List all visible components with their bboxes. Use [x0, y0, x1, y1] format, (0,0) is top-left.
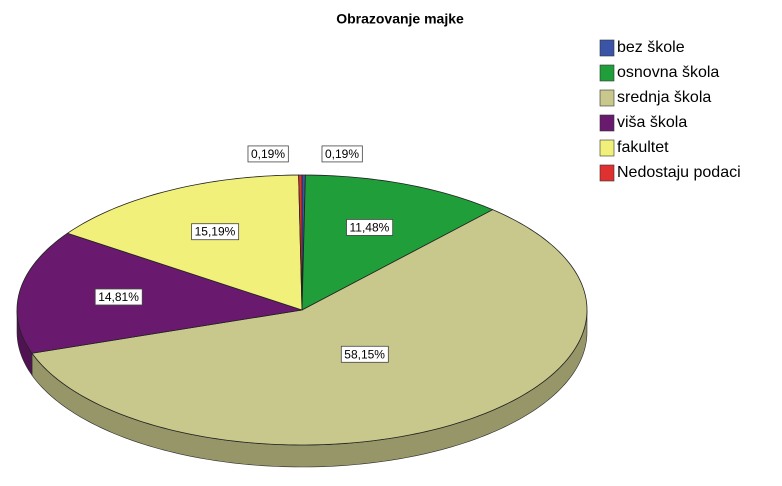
- slice-side-shade: [17, 310, 32, 376]
- legend-label: fakultet: [617, 139, 669, 156]
- legend-label: Nedostaju podaci: [617, 164, 741, 181]
- slice: [31, 209, 588, 446]
- data-label: 15,19%: [191, 223, 240, 241]
- slice: [66, 174, 303, 311]
- data-label-box: [191, 223, 240, 241]
- chart-title: Obrazovanje majke: [336, 11, 464, 27]
- legend-swatch: [599, 89, 615, 107]
- legend-swatch: [599, 139, 615, 157]
- data-label-text: 11,48%: [350, 220, 390, 234]
- legend-label: bez škole: [617, 39, 685, 56]
- legend-swatch: [599, 114, 615, 132]
- data-label: 11,48%: [346, 219, 394, 236]
- data-label-text: 0,19%: [325, 147, 359, 161]
- slice: [16, 232, 303, 354]
- data-label-text: 0,19%: [251, 147, 285, 161]
- data-label: 0,19%: [321, 145, 363, 163]
- legend-swatch: [599, 164, 615, 182]
- slice: [298, 174, 303, 311]
- data-label: 58,15%: [340, 345, 389, 363]
- data-label: 14,81%: [94, 288, 143, 306]
- data-label-text: 58,15%: [344, 347, 385, 361]
- legend-swatch: [599, 64, 615, 82]
- data-label-box: [346, 219, 394, 236]
- slice-side-shade: [32, 310, 587, 467]
- legend-label: osnovna škola: [617, 64, 719, 81]
- legend-label: srednja škola: [617, 89, 711, 106]
- legend-label: viša škola: [617, 114, 687, 131]
- data-label-box: [340, 345, 389, 363]
- slice: [301, 174, 494, 311]
- data-label-box: [321, 145, 363, 163]
- data-label-box: [247, 145, 289, 163]
- data-label-text: 14,81%: [98, 290, 139, 304]
- data-label-text: 15,19%: [195, 225, 236, 239]
- legend-swatch: [599, 39, 615, 57]
- data-label-box: [94, 288, 143, 306]
- data-label: 0,19%: [247, 145, 289, 163]
